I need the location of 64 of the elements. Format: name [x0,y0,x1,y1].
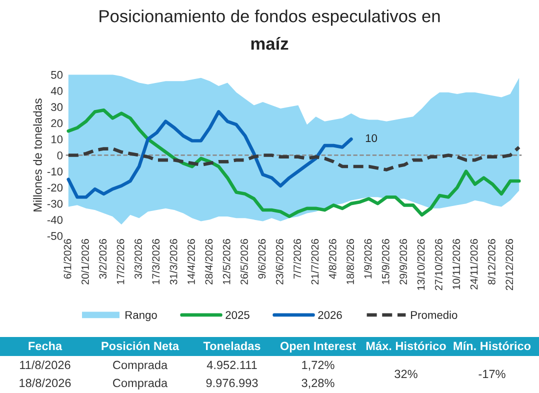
text: Fecha [28,341,62,350]
x-tick-label: 15/9/2026 [382,239,390,284]
text: 9.976.993 [206,378,258,388]
line-series [66,110,353,199]
y-axis-title: Millones de toneladas [33,98,42,212]
y-tick-label: 10 [51,135,63,144]
y-tick-label: 50 [51,70,63,79]
chart-subtitle: maíz [251,36,288,50]
text: Comprada [113,378,168,390]
x-tick-label: 12/5/2026 [222,239,230,284]
x-tick-label: 28/4/2026 [204,239,213,284]
legend-label: 2026 [318,311,342,319]
text: 3,28% [302,378,334,389]
x-tick-label: 1/9/2026 [364,239,372,278]
y-tick-label: 20 [51,119,63,128]
x-tick-label: 3/2/2026 [98,239,107,279]
x-tick-label: 10/11/2026 [452,239,460,290]
y-tick-label: -10 [47,168,63,176]
data-label: 10 [366,134,378,142]
text: 32% [394,370,418,378]
legend-label: Rango [126,311,157,322]
x-tick-label: 29/9/2026 [399,239,408,284]
text: Máx. Histórico [366,341,446,350]
legend-label: Promedio [411,310,458,319]
x-tick-label: 6/1/2026 [64,239,72,279]
text: 1,72% [302,360,334,371]
x-tick-label: 14/4/2026 [187,239,195,284]
text: 4.952.111 [206,360,257,370]
y-tick-label: -40 [47,216,63,224]
legend-label: 2025 [226,311,250,319]
x-tick-label: 17/2/2026 [116,239,124,284]
y-tick-label: 40 [50,87,63,95]
y-tick-label: -30 [47,200,63,208]
x-tick-label: 31/3/2026 [170,239,178,285]
y-tick-label: -20 [47,184,63,192]
x-tick-label: 9/6/2026 [258,239,266,279]
y-tick-label: 30 [51,103,63,112]
x-tick-label: 20/1/2026 [81,239,89,284]
x-tick-label: 24/11/2026 [470,239,478,290]
text: 11/8/2026 [20,360,70,370]
y-tick-label: 0 [57,152,63,160]
x-tick-label: 4/8/2026 [328,239,336,279]
text: 18/8/2026 [20,378,71,388]
x-tick-label: 17/3/2026 [152,239,160,284]
x-tick-label: 22/12/2026 [505,239,514,290]
y-tick-label: -50 [47,232,63,240]
x-tick-label: 3/3/2026 [134,239,142,279]
text: -17% [478,370,506,378]
x-tick-label: 18/8/2026 [346,239,354,284]
x-tick-label: 7/7/2026 [293,239,301,279]
line-series [66,108,521,218]
text: Mín. Histórico [454,341,531,350]
line-series [66,146,521,172]
x-tick-label: 23/6/2026 [276,239,284,284]
x-tick-label: 27/10/2026 [434,239,442,290]
x-tick-label: 13/10/2026 [417,239,425,290]
chart-title: Posicionamiento de fondos especulativos en [100,10,440,26]
text: Posición Neta [102,341,180,350]
text: Comprada [113,360,168,372]
x-tick-label: 21/7/2026 [310,239,319,284]
x-tick-label: 26/5/2026 [240,239,248,284]
text: Toneladas [203,341,260,350]
text: Open Interest [280,342,356,353]
x-tick-label: 8/12/2026 [488,239,496,284]
